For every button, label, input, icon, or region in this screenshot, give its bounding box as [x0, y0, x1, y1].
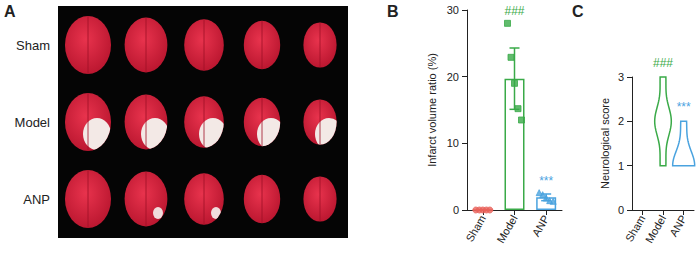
- svg-text:0: 0: [453, 204, 459, 216]
- svg-text:***: ***: [677, 100, 691, 114]
- svg-text:Model: Model: [15, 115, 51, 130]
- svg-text:Sham: Sham: [463, 213, 488, 244]
- svg-text:ANP: ANP: [530, 213, 552, 239]
- svg-text:###: ###: [653, 56, 673, 70]
- svg-text:Neurological score: Neurological score: [599, 98, 611, 189]
- svg-text:Infarct volume ratio (%): Infarct volume ratio (%): [426, 53, 438, 167]
- svg-text:2: 2: [618, 115, 624, 127]
- svg-text:###: ###: [504, 4, 524, 18]
- svg-text:Model: Model: [643, 213, 668, 245]
- svg-text:***: ***: [539, 174, 553, 188]
- svg-text:10: 10: [447, 137, 459, 149]
- svg-text:30: 30: [447, 4, 459, 16]
- svg-text:1: 1: [618, 160, 624, 172]
- svg-text:ANP: ANP: [23, 192, 50, 207]
- svg-text:ANP: ANP: [667, 213, 689, 239]
- svg-text:C: C: [572, 3, 584, 20]
- svg-text:Model: Model: [494, 213, 519, 245]
- svg-text:3: 3: [618, 71, 624, 83]
- svg-text:A: A: [4, 3, 16, 20]
- svg-text:20: 20: [447, 71, 459, 83]
- svg-text:Sham: Sham: [16, 38, 50, 53]
- svg-text:Sham: Sham: [622, 213, 648, 244]
- svg-text:0: 0: [618, 204, 624, 216]
- svg-text:B: B: [387, 3, 399, 20]
